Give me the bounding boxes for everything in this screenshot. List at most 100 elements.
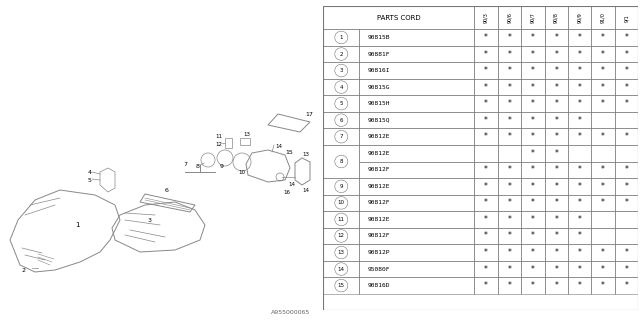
- Bar: [545, 195, 568, 211]
- Text: 8: 8: [196, 164, 200, 170]
- Bar: [545, 145, 568, 162]
- Bar: [568, 112, 591, 128]
- Bar: [614, 277, 638, 294]
- Bar: [614, 162, 638, 178]
- Bar: [591, 244, 614, 261]
- Bar: [323, 211, 360, 228]
- Text: *: *: [484, 116, 488, 125]
- Text: 7: 7: [183, 163, 187, 167]
- Bar: [545, 112, 568, 128]
- Bar: [591, 195, 614, 211]
- Text: *: *: [578, 165, 582, 174]
- Bar: [591, 228, 614, 244]
- Text: 90/6: 90/6: [507, 12, 512, 23]
- Text: 90/9: 90/9: [577, 12, 582, 23]
- Text: *: *: [531, 149, 535, 158]
- Text: *: *: [508, 33, 511, 42]
- Text: *: *: [508, 248, 511, 257]
- Text: *: *: [578, 50, 582, 59]
- Text: *: *: [625, 165, 628, 174]
- Text: 14: 14: [338, 267, 345, 272]
- Text: 95080F: 95080F: [367, 267, 390, 272]
- Bar: [591, 178, 614, 195]
- Bar: [568, 29, 591, 46]
- Text: 90812E: 90812E: [367, 184, 390, 189]
- Bar: [498, 29, 521, 46]
- Bar: [521, 162, 545, 178]
- Bar: [360, 244, 474, 261]
- Text: *: *: [578, 281, 582, 290]
- Bar: [498, 178, 521, 195]
- Text: *: *: [578, 198, 582, 207]
- Bar: [474, 46, 498, 62]
- Bar: [614, 95, 638, 112]
- Text: 90815B: 90815B: [367, 35, 390, 40]
- Text: *: *: [508, 50, 511, 59]
- Text: 2: 2: [22, 268, 26, 273]
- Bar: [474, 29, 498, 46]
- Text: *: *: [484, 182, 488, 191]
- Text: *: *: [508, 198, 511, 207]
- Bar: [568, 244, 591, 261]
- Bar: [323, 95, 360, 112]
- Bar: [568, 162, 591, 178]
- Text: 11: 11: [215, 134, 222, 140]
- Bar: [591, 112, 614, 128]
- Text: *: *: [531, 182, 535, 191]
- Text: 90/7: 90/7: [531, 12, 535, 23]
- Text: *: *: [578, 248, 582, 257]
- Text: *: *: [554, 215, 558, 224]
- Text: 91/0: 91/0: [600, 12, 605, 23]
- Text: 13: 13: [302, 153, 309, 157]
- Bar: [568, 145, 591, 162]
- Text: *: *: [531, 265, 535, 274]
- Bar: [360, 261, 474, 277]
- Text: 2: 2: [340, 52, 343, 57]
- Text: *: *: [578, 33, 582, 42]
- Bar: [545, 6, 568, 29]
- Text: 90816I: 90816I: [367, 68, 390, 73]
- Bar: [568, 6, 591, 29]
- Text: 10: 10: [238, 170, 245, 174]
- Text: 8: 8: [340, 159, 343, 164]
- Bar: [591, 162, 614, 178]
- Bar: [545, 46, 568, 62]
- Text: *: *: [484, 66, 488, 75]
- Text: *: *: [554, 248, 558, 257]
- Text: 9/1: 9/1: [624, 14, 629, 22]
- Text: *: *: [601, 265, 605, 274]
- Text: 10: 10: [338, 200, 345, 205]
- Text: *: *: [531, 215, 535, 224]
- Bar: [474, 6, 498, 29]
- Bar: [614, 6, 638, 29]
- Text: 12: 12: [338, 234, 345, 238]
- Bar: [521, 79, 545, 95]
- Bar: [323, 277, 360, 294]
- Text: *: *: [601, 50, 605, 59]
- Bar: [498, 62, 521, 79]
- Bar: [498, 228, 521, 244]
- Bar: [591, 79, 614, 95]
- Bar: [521, 195, 545, 211]
- Text: *: *: [625, 281, 628, 290]
- Bar: [521, 95, 545, 112]
- Bar: [614, 29, 638, 46]
- Text: *: *: [508, 66, 511, 75]
- Text: *: *: [484, 215, 488, 224]
- Text: *: *: [484, 83, 488, 92]
- Text: 90815G: 90815G: [367, 84, 390, 90]
- Bar: [614, 244, 638, 261]
- Bar: [545, 128, 568, 145]
- Text: *: *: [625, 132, 628, 141]
- Bar: [521, 145, 545, 162]
- Bar: [521, 261, 545, 277]
- Bar: [614, 261, 638, 277]
- Bar: [591, 29, 614, 46]
- Bar: [360, 211, 474, 228]
- Text: *: *: [578, 83, 582, 92]
- Bar: [323, 112, 360, 128]
- Bar: [521, 6, 545, 29]
- Text: *: *: [554, 165, 558, 174]
- Text: 3: 3: [340, 68, 343, 73]
- Bar: [591, 261, 614, 277]
